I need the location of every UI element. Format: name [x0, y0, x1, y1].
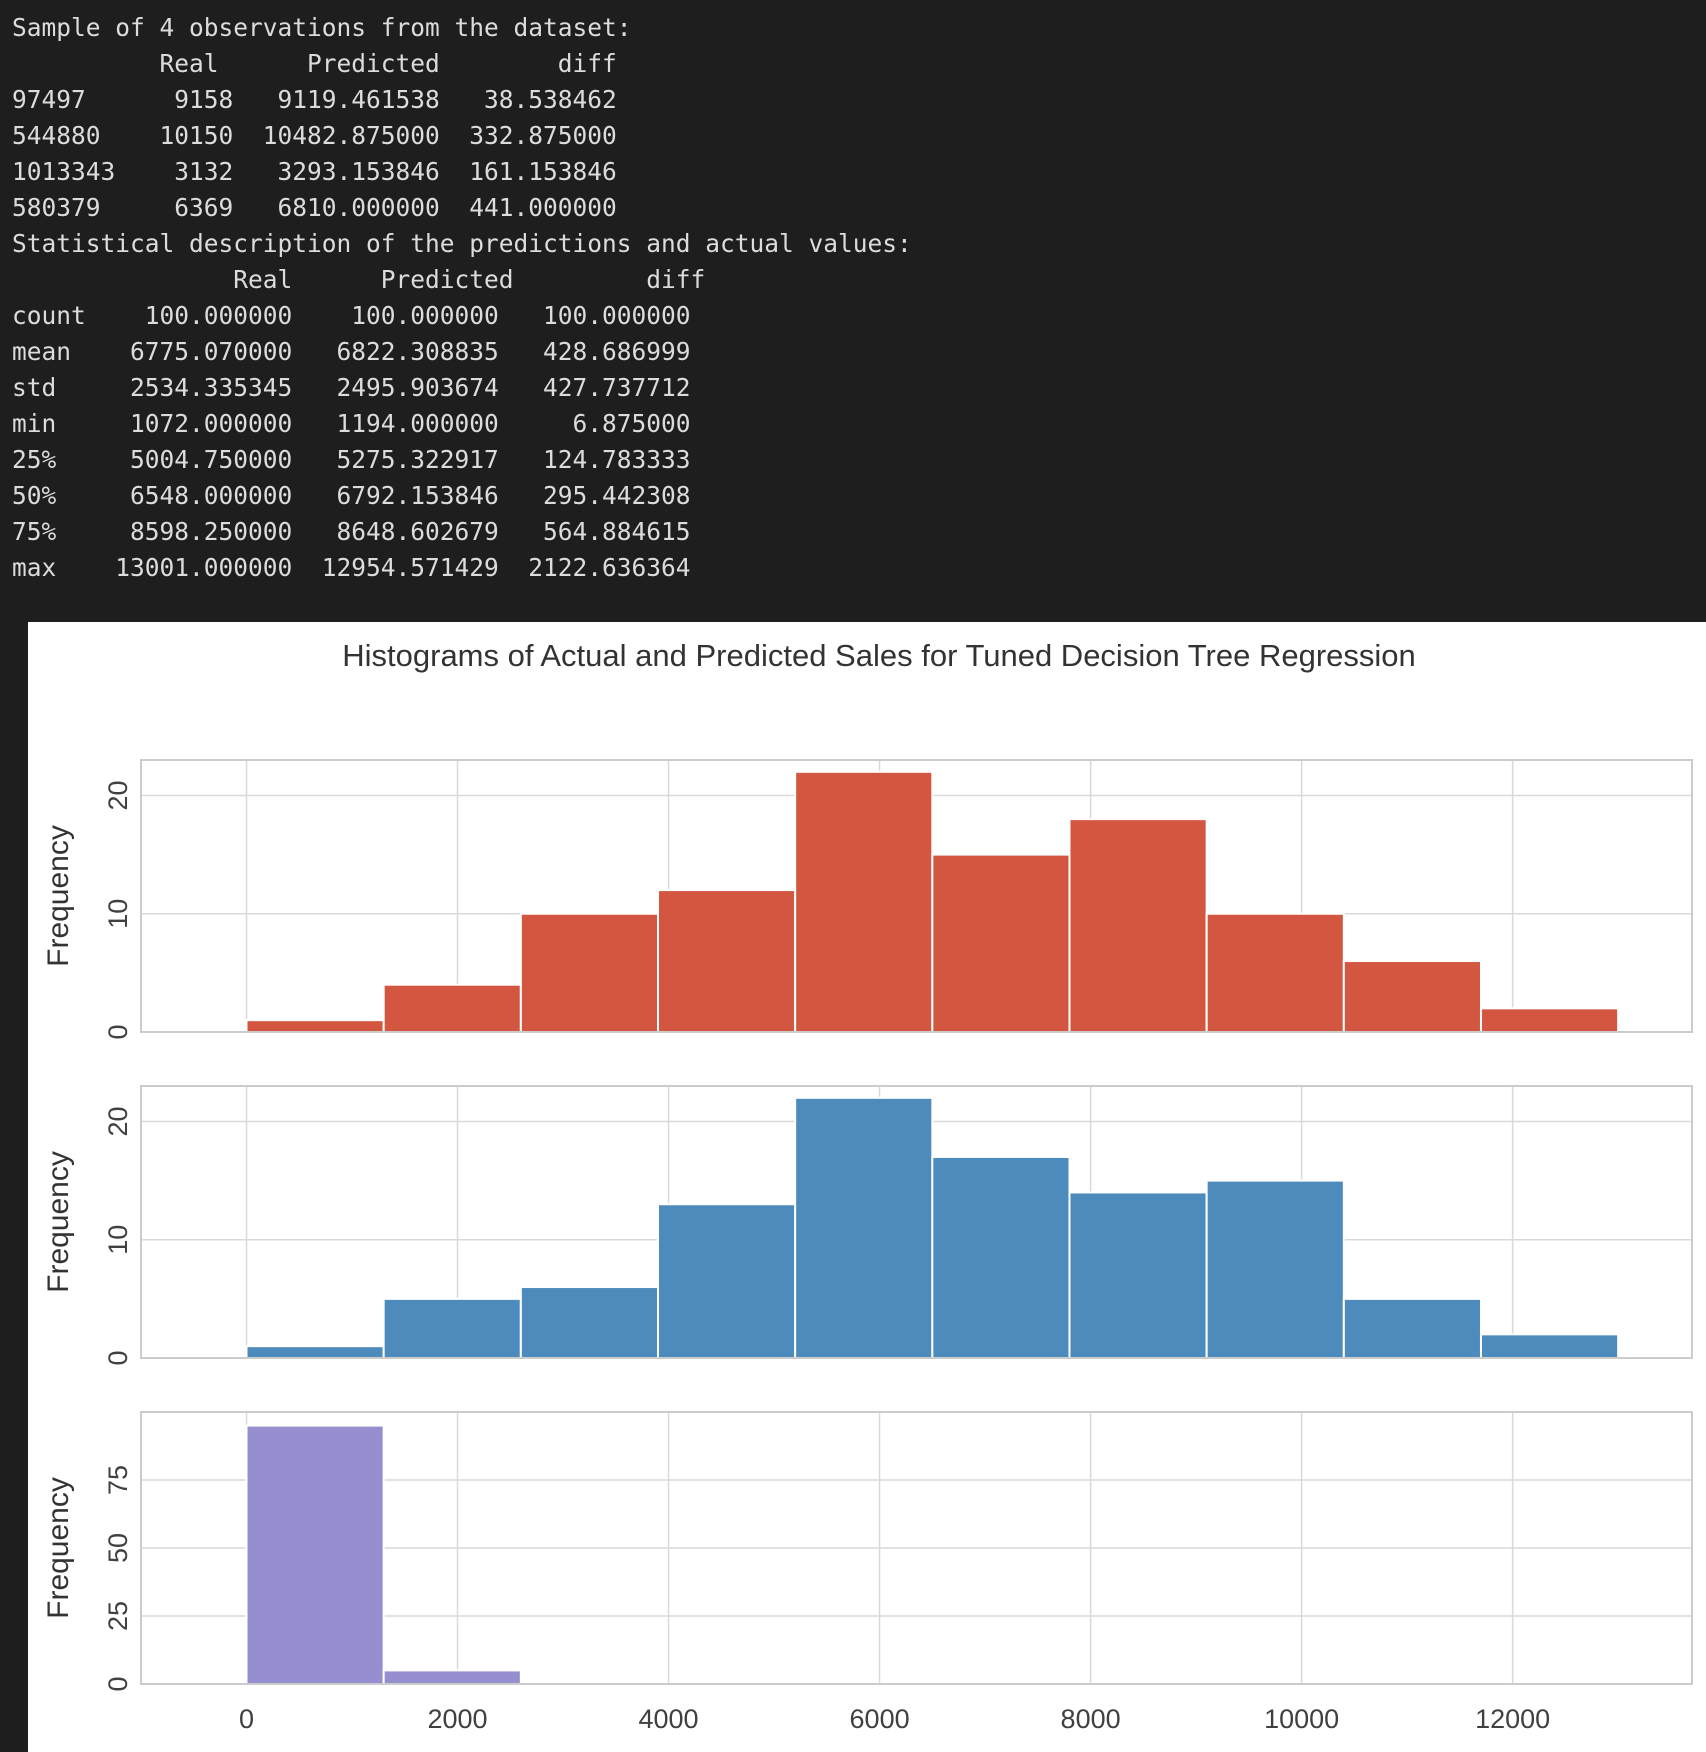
console-line: max 13001.000000 12954.571429 2122.63636… — [12, 553, 691, 582]
x-tick-label: 4000 — [639, 1704, 699, 1734]
console-line: 1013343 3132 3293.153846 161.153846 — [12, 157, 617, 186]
histogram-bar — [245, 1019, 385, 1034]
y-tick-label: 10 — [103, 899, 133, 929]
console-line: 97497 9158 9119.461538 38.538462 — [12, 85, 617, 114]
x-tick-label: 6000 — [850, 1704, 910, 1734]
histogram-bar — [1068, 1191, 1208, 1359]
histogram-bar — [382, 1669, 522, 1686]
histogram-bar — [657, 889, 797, 1033]
histogram-bar — [1479, 1007, 1620, 1034]
histogram-bar — [519, 1286, 659, 1359]
plot-frame — [140, 1085, 1693, 1359]
console-line: min 1072.000000 1194.000000 6.875000 — [12, 409, 691, 438]
histogram-bar — [794, 1096, 934, 1359]
histogram-bar — [931, 853, 1071, 1033]
histogram-bar — [245, 1345, 385, 1359]
y-tick-label: 10 — [103, 1225, 133, 1255]
histogram-figure: Histograms of Actual and Predicted Sales… — [28, 622, 1706, 1752]
histogram-bar — [1068, 818, 1208, 1033]
plot-frame — [140, 759, 1693, 1033]
histogram-bar — [382, 983, 522, 1033]
y-axis-label: Frequency — [42, 1151, 75, 1293]
x-tick-label: 8000 — [1061, 1704, 1121, 1734]
histogram-bar — [519, 912, 659, 1034]
console-line: Real Predicted diff — [12, 49, 617, 78]
histogram-bar — [657, 1203, 797, 1359]
x-tick-label: 0 — [239, 1704, 254, 1734]
histogram-bar — [245, 1424, 385, 1685]
y-tick-label: 75 — [103, 1465, 133, 1495]
chart-title: Histograms of Actual and Predicted Sales… — [342, 638, 1416, 673]
console-line: 25% 5004.750000 5275.322917 124.783333 — [12, 445, 691, 474]
console-line: 50% 6548.000000 6792.153846 295.442308 — [12, 481, 691, 510]
y-axis-label: Frequency — [42, 825, 75, 967]
y-axis-label: Frequency — [42, 1477, 75, 1619]
y-tick-label: 25 — [103, 1601, 133, 1631]
console-line: std 2534.335345 2495.903674 427.737712 — [12, 373, 691, 402]
histogram-bar — [1342, 1297, 1482, 1360]
histogram-bar — [931, 1155, 1071, 1360]
console-line: count 100.000000 100.000000 100.000000 — [12, 301, 691, 330]
console-line: mean 6775.070000 6822.308835 428.686999 — [12, 337, 691, 366]
console-line: Real Predicted diff — [12, 265, 706, 294]
y-tick-label: 20 — [103, 780, 133, 810]
x-tick-label: 2000 — [427, 1704, 487, 1734]
console-line: 580379 6369 6810.000000 441.000000 — [12, 193, 617, 222]
console-line: 75% 8598.250000 8648.602679 564.884615 — [12, 517, 691, 546]
y-tick-label: 0 — [103, 1024, 133, 1039]
histogram-chart: Histograms of Actual and Predicted Sales… — [42, 638, 1693, 1734]
histogram-bar — [1205, 1179, 1345, 1360]
histogram-bar — [794, 770, 934, 1033]
console-line: Statistical description of the predictio… — [12, 229, 912, 258]
y-tick-label: 50 — [103, 1533, 133, 1563]
histogram-bar — [1205, 912, 1345, 1034]
console-line: Sample of 4 observations from the datase… — [12, 13, 632, 42]
y-tick-label: 0 — [103, 1676, 133, 1691]
x-tick-label: 12000 — [1475, 1704, 1550, 1734]
histogram-bar — [1342, 960, 1482, 1034]
console-output: Sample of 4 observations from the datase… — [12, 10, 912, 586]
x-tick-label: 10000 — [1264, 1704, 1339, 1734]
y-tick-label: 20 — [103, 1106, 133, 1136]
histogram-bar — [382, 1297, 522, 1360]
plot-frame — [140, 1411, 1693, 1685]
console-line: 544880 10150 10482.875000 332.875000 — [12, 121, 617, 150]
histogram-bar — [1479, 1333, 1620, 1360]
y-tick-label: 0 — [103, 1350, 133, 1365]
